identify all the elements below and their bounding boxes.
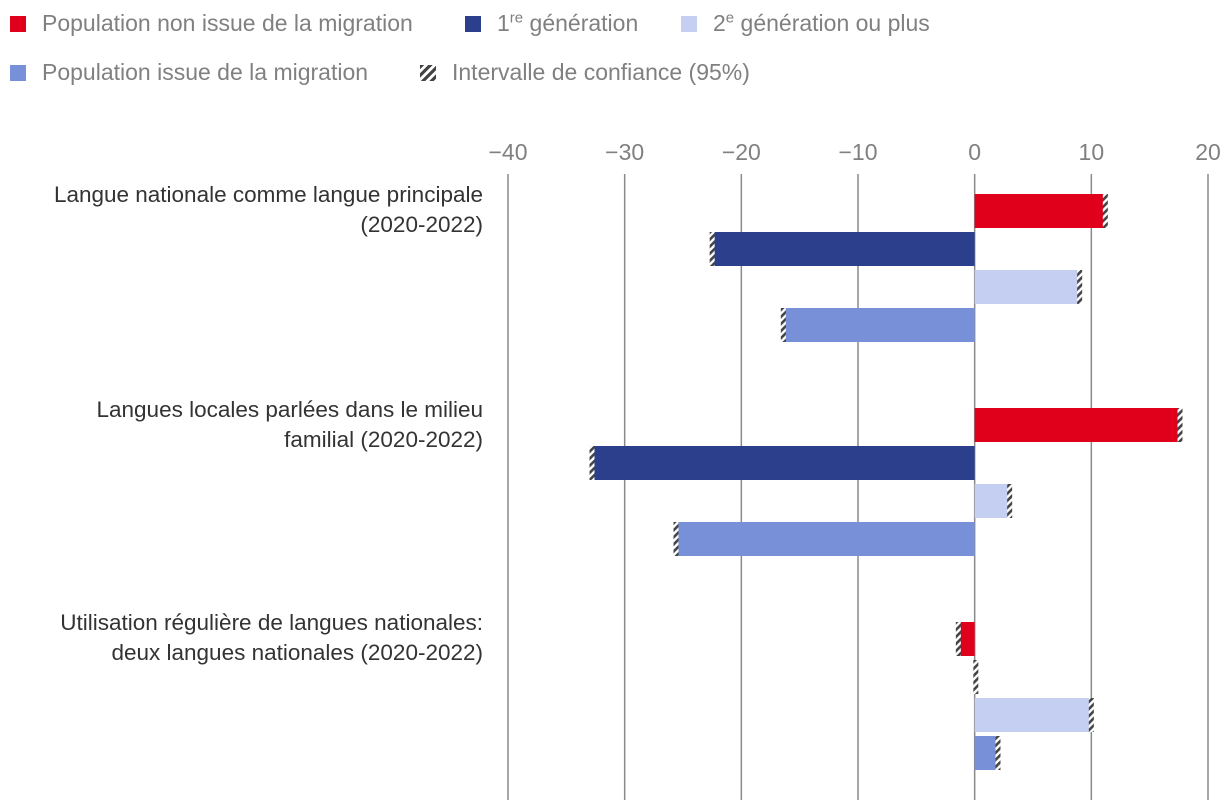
category-label: Langue nationale comme langue principale…	[53, 182, 483, 237]
confidence-interval-marker	[1077, 270, 1083, 304]
category-label: Langues locales parlées dans le milieu f…	[96, 397, 484, 452]
bar	[958, 622, 975, 656]
bar	[592, 446, 975, 480]
legend-swatch	[681, 15, 697, 32]
gridlines	[507, 174, 1209, 800]
confidence-interval-marker	[1177, 408, 1183, 442]
confidence-interval-marker	[589, 446, 595, 480]
x-tick-label: −10	[838, 139, 877, 165]
bar	[676, 522, 975, 556]
bar	[974, 408, 1180, 442]
bar	[974, 736, 998, 770]
legend-label: Population issue de la migration	[42, 59, 369, 85]
x-tick-label: −40	[488, 139, 527, 165]
legend-item: 2e génération ou plus	[681, 10, 930, 37]
x-tick-label: 0	[968, 139, 981, 165]
bar	[974, 194, 1106, 228]
confidence-interval-marker	[955, 622, 961, 656]
confidence-interval-marker	[780, 308, 786, 342]
legend-swatch	[10, 15, 26, 32]
x-tick-label: −30	[605, 139, 644, 165]
x-tick-labels: −40 −30 −20 −10 0 10 20	[488, 139, 1220, 165]
x-tick-label: 20	[1195, 139, 1220, 165]
confidence-interval-marker	[709, 232, 715, 266]
legend-item: Population non issue de la migration	[10, 10, 413, 37]
legend-swatch	[10, 64, 26, 81]
legend-label: Population non issue de la migration	[42, 10, 413, 36]
legend-label: Intervalle de confiance (95%)	[452, 59, 750, 85]
legend-item: Intervalle de confiance (95%)	[420, 59, 750, 86]
legend-swatch	[420, 64, 436, 81]
bars	[589, 194, 1183, 770]
confidence-interval-marker	[1007, 484, 1013, 518]
legend-label: 1re génération	[497, 9, 639, 36]
chart-legend: Population non issue de la migration 1re …	[0, 0, 1220, 110]
bar	[974, 484, 1010, 518]
category-label: Utilisation régulière de langues nationa…	[60, 610, 483, 665]
confidence-interval-marker	[995, 736, 1001, 770]
x-tick-label: 10	[1079, 139, 1105, 165]
legend-swatch	[465, 15, 481, 32]
legend-item: 1re génération	[465, 10, 638, 37]
legend-item: Population issue de la migration	[10, 59, 368, 86]
bar	[974, 698, 1092, 732]
confidence-interval-marker	[973, 660, 979, 694]
legend-label: 2e génération ou plus	[713, 9, 930, 36]
confidence-interval-marker	[1102, 194, 1108, 228]
bar	[712, 232, 975, 266]
bar	[974, 270, 1080, 304]
x-tick-label: −20	[722, 139, 761, 165]
confidence-interval-marker	[673, 522, 679, 556]
confidence-interval-marker	[1088, 698, 1094, 732]
bar	[783, 308, 975, 342]
